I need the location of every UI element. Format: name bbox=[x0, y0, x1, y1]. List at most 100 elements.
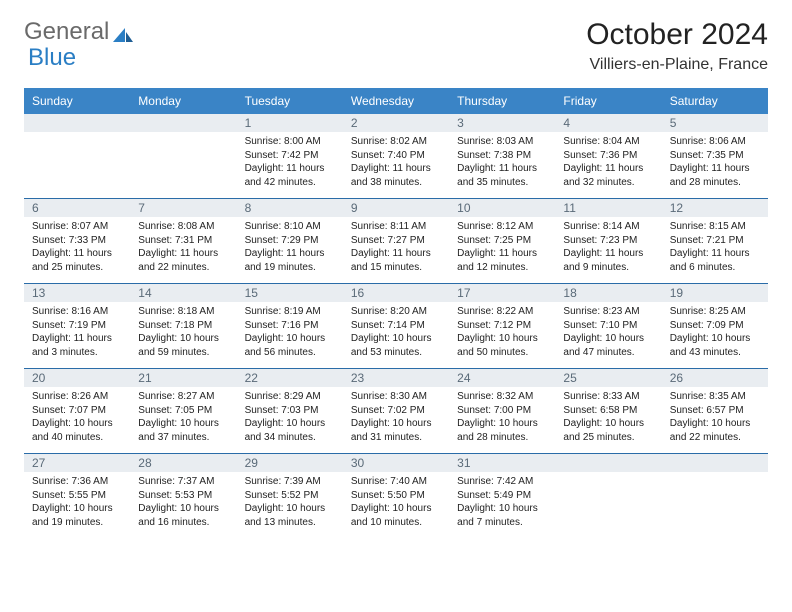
day-cell bbox=[24, 114, 130, 198]
day-body: Sunrise: 8:32 AMSunset: 7:00 PMDaylight:… bbox=[449, 387, 555, 450]
weekday-wednesday: Wednesday bbox=[343, 88, 449, 114]
day-number: 4 bbox=[563, 115, 570, 131]
day-number-row bbox=[130, 114, 236, 132]
day-body: Sunrise: 8:14 AMSunset: 7:23 PMDaylight:… bbox=[555, 217, 661, 280]
day-cell: 17Sunrise: 8:22 AMSunset: 7:12 PMDayligh… bbox=[449, 284, 555, 368]
daylight-text: Daylight: 11 hours and 9 minutes. bbox=[563, 247, 653, 274]
sunset-text: Sunset: 7:29 PM bbox=[245, 234, 335, 248]
sunset-text: Sunset: 7:36 PM bbox=[563, 149, 653, 163]
day-number: 8 bbox=[245, 200, 252, 216]
day-cell: 28Sunrise: 7:37 AMSunset: 5:53 PMDayligh… bbox=[130, 454, 236, 538]
sunrise-text: Sunrise: 8:06 AM bbox=[670, 135, 760, 149]
day-number: 2 bbox=[351, 115, 358, 131]
weekday-friday: Friday bbox=[555, 88, 661, 114]
day-body: Sunrise: 8:00 AMSunset: 7:42 PMDaylight:… bbox=[237, 132, 343, 195]
day-number: 3 bbox=[457, 115, 464, 131]
sunrise-text: Sunrise: 8:26 AM bbox=[32, 390, 122, 404]
daylight-text: Daylight: 10 hours and 28 minutes. bbox=[457, 417, 547, 444]
sunrise-text: Sunrise: 8:35 AM bbox=[670, 390, 760, 404]
day-cell: 20Sunrise: 8:26 AMSunset: 7:07 PMDayligh… bbox=[24, 369, 130, 453]
day-cell: 26Sunrise: 8:35 AMSunset: 6:57 PMDayligh… bbox=[662, 369, 768, 453]
day-cell: 31Sunrise: 7:42 AMSunset: 5:49 PMDayligh… bbox=[449, 454, 555, 538]
day-body: Sunrise: 8:18 AMSunset: 7:18 PMDaylight:… bbox=[130, 302, 236, 365]
day-cell: 15Sunrise: 8:19 AMSunset: 7:16 PMDayligh… bbox=[237, 284, 343, 368]
day-cell: 10Sunrise: 8:12 AMSunset: 7:25 PMDayligh… bbox=[449, 199, 555, 283]
day-number: 24 bbox=[457, 370, 470, 386]
day-number: 29 bbox=[245, 455, 258, 471]
sunrise-text: Sunrise: 8:18 AM bbox=[138, 305, 228, 319]
sunrise-text: Sunrise: 8:25 AM bbox=[670, 305, 760, 319]
daylight-text: Daylight: 11 hours and 32 minutes. bbox=[563, 162, 653, 189]
sunset-text: Sunset: 7:23 PM bbox=[563, 234, 653, 248]
sunset-text: Sunset: 7:27 PM bbox=[351, 234, 441, 248]
sunrise-text: Sunrise: 7:39 AM bbox=[245, 475, 335, 489]
sunrise-text: Sunrise: 8:15 AM bbox=[670, 220, 760, 234]
day-cell: 30Sunrise: 7:40 AMSunset: 5:50 PMDayligh… bbox=[343, 454, 449, 538]
day-body: Sunrise: 7:42 AMSunset: 5:49 PMDaylight:… bbox=[449, 472, 555, 535]
daylight-text: Daylight: 10 hours and 47 minutes. bbox=[563, 332, 653, 359]
day-number-row: 20 bbox=[24, 369, 130, 387]
day-number: 26 bbox=[670, 370, 683, 386]
sunrise-text: Sunrise: 8:07 AM bbox=[32, 220, 122, 234]
sunrise-text: Sunrise: 8:08 AM bbox=[138, 220, 228, 234]
day-number-row: 16 bbox=[343, 284, 449, 302]
sunset-text: Sunset: 7:33 PM bbox=[32, 234, 122, 248]
day-cell bbox=[662, 454, 768, 538]
day-number-row: 6 bbox=[24, 199, 130, 217]
sunrise-text: Sunrise: 8:22 AM bbox=[457, 305, 547, 319]
day-number-row: 18 bbox=[555, 284, 661, 302]
day-number: 19 bbox=[670, 285, 683, 301]
day-body: Sunrise: 7:37 AMSunset: 5:53 PMDaylight:… bbox=[130, 472, 236, 535]
day-cell: 13Sunrise: 8:16 AMSunset: 7:19 PMDayligh… bbox=[24, 284, 130, 368]
day-body: Sunrise: 8:23 AMSunset: 7:10 PMDaylight:… bbox=[555, 302, 661, 365]
daylight-text: Daylight: 10 hours and 31 minutes. bbox=[351, 417, 441, 444]
calendar: Sunday Monday Tuesday Wednesday Thursday… bbox=[24, 88, 768, 538]
day-cell bbox=[555, 454, 661, 538]
day-number-row bbox=[662, 454, 768, 472]
day-number-row: 12 bbox=[662, 199, 768, 217]
day-number-row: 9 bbox=[343, 199, 449, 217]
day-number: 31 bbox=[457, 455, 470, 471]
day-cell: 16Sunrise: 8:20 AMSunset: 7:14 PMDayligh… bbox=[343, 284, 449, 368]
day-body: Sunrise: 8:15 AMSunset: 7:21 PMDaylight:… bbox=[662, 217, 768, 280]
location: Villiers-en-Plaine, France bbox=[586, 56, 768, 74]
day-number-row: 29 bbox=[237, 454, 343, 472]
weekday-monday: Monday bbox=[130, 88, 236, 114]
month-title: October 2024 bbox=[586, 18, 768, 52]
day-number-row: 11 bbox=[555, 199, 661, 217]
day-body: Sunrise: 8:27 AMSunset: 7:05 PMDaylight:… bbox=[130, 387, 236, 450]
week-row: 20Sunrise: 8:26 AMSunset: 7:07 PMDayligh… bbox=[24, 369, 768, 454]
daylight-text: Daylight: 10 hours and 50 minutes. bbox=[457, 332, 547, 359]
sunset-text: Sunset: 7:14 PM bbox=[351, 319, 441, 333]
day-cell: 12Sunrise: 8:15 AMSunset: 7:21 PMDayligh… bbox=[662, 199, 768, 283]
sunset-text: Sunset: 7:02 PM bbox=[351, 404, 441, 418]
day-number-row: 5 bbox=[662, 114, 768, 132]
daylight-text: Daylight: 11 hours and 22 minutes. bbox=[138, 247, 228, 274]
day-number: 20 bbox=[32, 370, 45, 386]
day-number: 17 bbox=[457, 285, 470, 301]
weekday-tuesday: Tuesday bbox=[237, 88, 343, 114]
sunset-text: Sunset: 7:40 PM bbox=[351, 149, 441, 163]
daylight-text: Daylight: 10 hours and 34 minutes. bbox=[245, 417, 335, 444]
day-cell: 21Sunrise: 8:27 AMSunset: 7:05 PMDayligh… bbox=[130, 369, 236, 453]
daylight-text: Daylight: 11 hours and 3 minutes. bbox=[32, 332, 122, 359]
day-number-row: 1 bbox=[237, 114, 343, 132]
weekday-header-row: Sunday Monday Tuesday Wednesday Thursday… bbox=[24, 88, 768, 114]
day-cell: 3Sunrise: 8:03 AMSunset: 7:38 PMDaylight… bbox=[449, 114, 555, 198]
daylight-text: Daylight: 10 hours and 10 minutes. bbox=[351, 502, 441, 529]
sunset-text: Sunset: 7:09 PM bbox=[670, 319, 760, 333]
day-cell: 1Sunrise: 8:00 AMSunset: 7:42 PMDaylight… bbox=[237, 114, 343, 198]
day-number: 15 bbox=[245, 285, 258, 301]
day-number: 5 bbox=[670, 115, 677, 131]
header: General October 2024 Villiers-en-Plaine,… bbox=[24, 18, 768, 74]
day-number-row: 17 bbox=[449, 284, 555, 302]
day-number-row: 3 bbox=[449, 114, 555, 132]
daylight-text: Daylight: 10 hours and 19 minutes. bbox=[32, 502, 122, 529]
sunrise-text: Sunrise: 8:03 AM bbox=[457, 135, 547, 149]
sunset-text: Sunset: 6:57 PM bbox=[670, 404, 760, 418]
daylight-text: Daylight: 10 hours and 53 minutes. bbox=[351, 332, 441, 359]
sunrise-text: Sunrise: 7:37 AM bbox=[138, 475, 228, 489]
sunset-text: Sunset: 5:50 PM bbox=[351, 489, 441, 503]
day-number: 27 bbox=[32, 455, 45, 471]
day-number-row: 30 bbox=[343, 454, 449, 472]
